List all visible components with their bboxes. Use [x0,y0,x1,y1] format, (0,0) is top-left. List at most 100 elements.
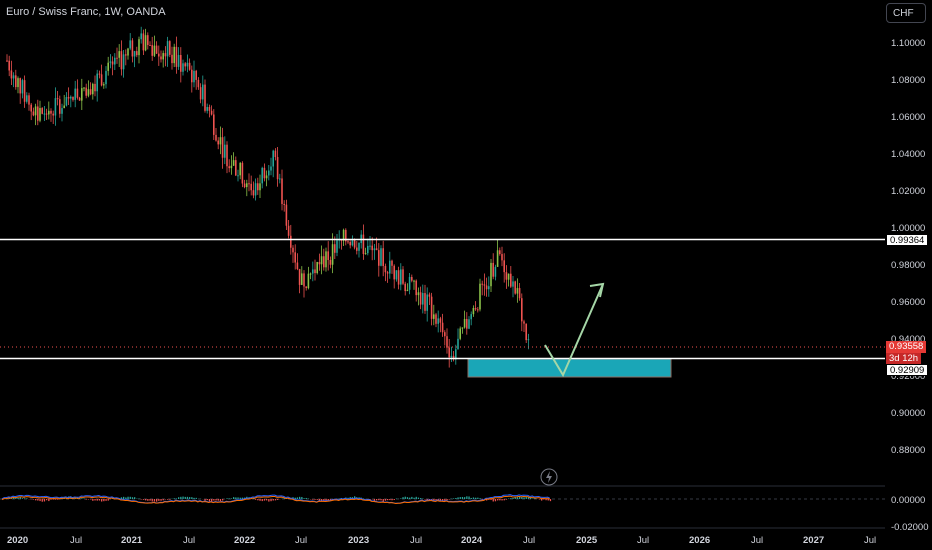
time-tick: 2023 [348,535,369,546]
macd-histogram-bar [21,498,24,499]
macd-histogram-bar [158,499,160,501]
candle-body [411,276,413,281]
candle-body [461,327,464,329]
macd-histogram-bar [162,499,164,501]
candle-body [378,250,380,266]
time-tick: 2020 [7,535,28,546]
candle-body [323,256,325,268]
candle-body [21,80,24,94]
candle-body [210,110,213,115]
macd-histogram-bar [50,499,52,500]
time-tick: 2025 [576,535,598,546]
candle-body [162,53,164,60]
macd-histogram-bar [173,498,175,499]
macd-histogram-bar [420,498,422,499]
candle-body [248,183,250,185]
candle-body [98,73,101,75]
candle-body [268,170,270,176]
price-tick: 0.90000 [891,408,925,419]
candle-body [501,254,503,261]
candle-body [226,144,228,167]
macd-histogram-bar [411,496,413,499]
macd-histogram-bar [387,499,389,501]
candle-body [274,150,277,158]
macd-histogram-bar [329,499,332,501]
candle-body [503,260,505,273]
macd-histogram-bar [145,499,147,501]
time-axis[interactable]: 2020 Jul 2021 Jul 2022 Jul 2023 Jul 2024… [7,535,876,546]
candle-body [265,175,268,179]
candle-body [219,137,222,145]
macd-histogram-bar [296,497,299,499]
candle-body [283,203,285,205]
lightning-icon[interactable] [540,468,558,486]
candle-body [177,55,180,67]
candle-body [195,70,197,80]
macd-histogram-bar [461,496,464,499]
macd-histogram-bar [299,496,301,499]
candle-body [96,73,98,92]
macd-histogram-bar [98,499,101,501]
macd-histogram-bar [393,499,395,501]
candle-body [28,95,30,105]
candle-body [158,53,160,57]
projection-arrow[interactable] [544,283,604,378]
candle-body [171,54,173,64]
candle-body [316,262,318,274]
candle-body [129,40,131,49]
candle-body [393,265,395,280]
macd-histogram-bar [129,496,131,499]
candle-body [382,248,384,267]
candle-body [252,190,255,196]
macd-histogram-bar [534,498,536,499]
candle-body [349,242,351,246]
macd-histogram-bar [127,496,129,499]
macd-histogram-bar [19,497,21,499]
candle-body [430,296,433,319]
support-price-label: 0.92909 [886,364,929,376]
macd-histogram-bar [349,497,351,499]
candle-body [188,62,191,70]
macd-histogram-bar [226,498,228,499]
candle-body [30,104,32,112]
macd-histogram-bar [512,497,514,499]
macd-histogram-bar [435,499,437,501]
macd-histogram-bar [404,496,406,499]
candle-body [507,273,510,280]
macd-histogram-bar [527,496,530,499]
candle-body [331,244,334,265]
candle-body [373,248,376,251]
candle-body [78,97,81,101]
signal-line [1,495,550,504]
time-tick: 2024 [461,535,483,546]
macd-histogram-bar [228,498,230,499]
candle-body [56,98,59,100]
macd-histogram-bar [406,497,409,499]
candle-body [180,55,182,72]
macd-histogram-bar [87,499,90,500]
macd-histogram-bar [486,499,488,501]
macd-histogram-bar [303,498,305,499]
candle-body [127,48,129,56]
candle-body [512,281,514,287]
candle-body [213,114,215,135]
candle-body [173,46,175,64]
time-tick: 2022 [234,535,255,546]
candle-body [281,178,283,204]
macd-histogram-bar [105,499,107,501]
candle-body [131,40,134,57]
macd-histogram-bar [17,497,19,499]
price-axis[interactable]: 1.10000 1.08000 1.06000 1.04000 1.02000 … [891,38,929,533]
macd-histogram-bar [294,497,296,499]
candle-body [83,87,85,89]
currency-button[interactable]: CHF [886,3,926,23]
candle-body [136,51,138,56]
candle-body [369,245,371,247]
candle-body [72,96,74,100]
macd-histogram-bar [481,499,483,500]
candle-body [437,318,439,324]
macd-histogram-bar [448,499,450,500]
macd-histogram-bar [204,499,206,501]
candle-body [279,178,281,180]
